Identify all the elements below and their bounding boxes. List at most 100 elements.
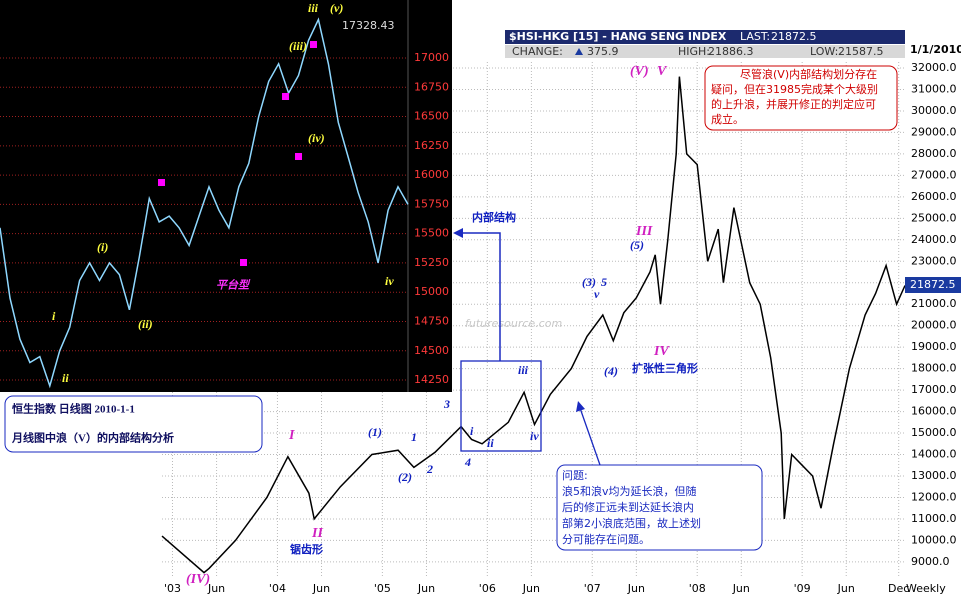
- inset-background: [0, 0, 452, 392]
- marker: [282, 93, 289, 100]
- wave-label: V: [657, 64, 668, 79]
- wave-label: (1): [368, 425, 382, 439]
- change-label: CHANGE:: [512, 45, 563, 58]
- pattern-label: 平台型: [216, 279, 251, 292]
- y-tick-label: 23000.0: [911, 254, 957, 267]
- y-tick-label: 25000.0: [911, 211, 957, 224]
- wave-label: 1: [411, 430, 417, 444]
- wave-label: v: [594, 287, 600, 301]
- y-tick-label: 26000.0: [911, 190, 957, 203]
- inset-chart: 14250 14500 14750 15000 15250 15500 15750 16000…: [0, 0, 452, 392]
- x-tick-label: '05: [374, 582, 391, 595]
- y-tick-label: 28000.0: [911, 147, 957, 160]
- y-tick-label: 14750: [414, 314, 449, 327]
- y-tick-label: 15000: [414, 285, 449, 298]
- marker: [158, 179, 165, 186]
- y-tick-label: 16750: [414, 80, 449, 93]
- wave-label: (v): [330, 1, 343, 15]
- question-box: [556, 464, 763, 551]
- y-tick-label: 12000.0: [911, 490, 957, 503]
- x-tick-label: Jun: [732, 582, 750, 595]
- wave-label: (4): [604, 364, 618, 378]
- wave-label: III: [635, 224, 653, 239]
- wave-label: 3: [443, 397, 450, 411]
- note-box: [704, 65, 898, 131]
- y-tick-label: 17000.0: [911, 383, 957, 396]
- wave-label: ii: [62, 371, 69, 385]
- x-tick-label: Jun: [627, 582, 645, 595]
- high-label: HIGH:: [678, 45, 710, 58]
- watermark: futuresource.com: [465, 317, 562, 330]
- y-tick-label: 20000.0: [911, 319, 957, 332]
- y-tick-label: 15750: [414, 197, 449, 210]
- y-tick-label: 11000.0: [911, 512, 957, 525]
- peak-value: 17328.43: [342, 19, 395, 32]
- question-line: 部第2小浪底范围，故上述划: [562, 516, 701, 530]
- wave-label: IV: [653, 344, 670, 359]
- wave-label: i: [470, 424, 474, 438]
- wave-label: iv: [530, 429, 539, 443]
- pointer-label: 内部结构: [472, 210, 516, 224]
- pointer-line: [458, 232, 501, 361]
- wave-label: (2): [398, 470, 412, 484]
- up-arrow: [575, 48, 583, 55]
- y-tick-label: 16500: [414, 110, 449, 123]
- wave-label: iv: [385, 274, 394, 288]
- y-tick-label: 32000.0: [911, 61, 957, 74]
- change-value: 375.9: [587, 45, 619, 58]
- question-line: 分可能存在问题。: [562, 532, 650, 546]
- y-tick-label: 14500: [414, 344, 449, 357]
- header-stats: [505, 45, 905, 58]
- x-tick-label: '03: [164, 582, 181, 595]
- marker: [310, 41, 317, 48]
- note-line: 成立。: [711, 112, 744, 126]
- x-unit: Weekly: [906, 582, 946, 595]
- notes: 尽管浪(V)内部结构划分存在疑问，但在31985完成某个大级别的上升浪，并展开修…: [562, 67, 878, 546]
- x-tick-label: '09: [794, 582, 811, 595]
- note-line: 疑问，但在31985完成某个大级别: [711, 82, 878, 96]
- y-tick-label: 16000.0: [911, 405, 957, 418]
- y-tick-label: 17000: [414, 51, 449, 64]
- question-line: 问题:: [562, 469, 588, 482]
- y-tick-label: 19000.0: [911, 340, 957, 353]
- wave-label: (3): [582, 275, 596, 289]
- wave-label: (iii): [289, 39, 307, 53]
- markers: [158, 41, 317, 266]
- pattern-label: 扩张性三角形: [632, 361, 698, 375]
- y-tick-label: 18000.0: [911, 362, 957, 375]
- y-tick-label: 16000: [414, 168, 449, 181]
- wave-label: (IV): [186, 572, 210, 587]
- pointer-line: [579, 407, 601, 466]
- high-value: 21886.3: [708, 45, 754, 58]
- price-line: [161, 76, 906, 574]
- low-label: LOW:: [810, 45, 838, 58]
- wave-label: (V): [630, 64, 649, 79]
- wave-label: i: [52, 309, 56, 323]
- focus-box: [460, 360, 542, 452]
- pointer-head: [576, 401, 585, 412]
- question-line: 浪5和浪v均为延长浪，但随: [562, 484, 697, 498]
- pointer-head: [453, 228, 463, 238]
- x-tick-label: '06: [479, 582, 496, 595]
- title-box: [4, 395, 263, 453]
- wave-label: I: [288, 428, 295, 443]
- y-tick-label: 13000.0: [911, 469, 957, 482]
- marker: [240, 259, 247, 266]
- y-tick-label: 10000.0: [911, 533, 957, 546]
- last-value: 21872.5: [771, 30, 817, 43]
- price-line: [0, 17, 409, 389]
- last-box-value: 21872.5: [910, 278, 956, 291]
- y-tick-label: 9000.0: [911, 555, 950, 568]
- wave-label: 4: [464, 455, 471, 469]
- wave-label: ii: [487, 436, 494, 450]
- wave-label: (i): [97, 240, 108, 254]
- y-tick-label: 15000.0: [911, 426, 957, 439]
- pattern-label: 锯齿形: [290, 542, 323, 556]
- y-tick-label: 15500: [414, 227, 449, 240]
- symbol: $HSI-HKG [15] - HANG SENG INDEX: [509, 30, 727, 43]
- title: 恒生指数 日线图 2010-1-1: [12, 402, 135, 416]
- y-tick-label: 30000.0: [911, 104, 957, 117]
- note-line: 的上升浪，并展开修正的判定应可: [711, 97, 876, 111]
- y-tick-label: 24000.0: [911, 233, 957, 246]
- x-tick-label: Dec: [888, 582, 909, 595]
